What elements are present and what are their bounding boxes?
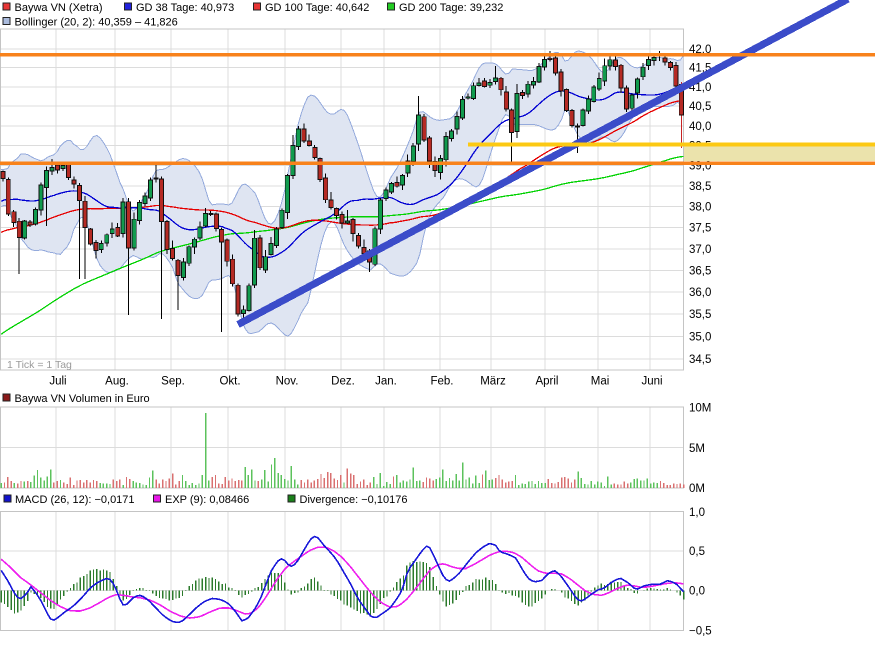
svg-text:−0,5: −0,5 [689, 625, 712, 637]
svg-text:Baywa VN (Xetra): Baywa VN (Xetra) [15, 2, 103, 14]
svg-text:34,5: 34,5 [689, 354, 711, 366]
svg-text:Divergence: −0,10176: Divergence: −0,10176 [300, 494, 408, 506]
svg-text:1 Tick = 1 Tag: 1 Tick = 1 Tag [7, 359, 72, 371]
svg-text:April: April [535, 376, 558, 388]
svg-text:38,5: 38,5 [689, 181, 711, 193]
svg-text:GD 200 Tage: 39,232: GD 200 Tage: 39,232 [399, 2, 503, 14]
svg-text:Juli: Juli [49, 376, 66, 388]
svg-text:0,5: 0,5 [689, 546, 705, 558]
svg-text:35,0: 35,0 [689, 332, 711, 344]
svg-text:Feb.: Feb. [430, 376, 453, 388]
svg-text:37,5: 37,5 [689, 223, 711, 235]
svg-text:MACD (26, 12): −0,0171: MACD (26, 12): −0,0171 [15, 494, 135, 506]
svg-text:GD 38 Tage: 40,973: GD 38 Tage: 40,973 [136, 2, 234, 14]
svg-text:40,0: 40,0 [689, 121, 711, 133]
svg-text:36,0: 36,0 [689, 287, 711, 299]
svg-text:40,5: 40,5 [689, 101, 711, 113]
svg-text:38,0: 38,0 [689, 202, 711, 214]
svg-text:37,0: 37,0 [689, 244, 711, 256]
svg-text:36,5: 36,5 [689, 265, 711, 277]
svg-text:EXP (9): 0,08466: EXP (9): 0,08466 [165, 494, 249, 506]
svg-text:Okt.: Okt. [219, 376, 240, 388]
svg-text:10M: 10M [689, 403, 711, 415]
svg-text:0,0: 0,0 [689, 586, 705, 598]
svg-text:Jan.: Jan. [375, 376, 397, 388]
svg-text:1,0: 1,0 [689, 507, 705, 519]
svg-text:März: März [480, 376, 506, 388]
svg-text:35,5: 35,5 [689, 309, 711, 321]
svg-text:Bollinger (20, 2): 40,359 – 41: Bollinger (20, 2): 40,359 – 41,826 [15, 17, 178, 29]
svg-text:Dez.: Dez. [331, 376, 355, 388]
svg-text:Sep.: Sep. [161, 376, 185, 388]
svg-text:Mai: Mai [591, 376, 610, 388]
svg-text:0M: 0M [689, 483, 705, 495]
svg-text:Baywa VN Volumen in Euro: Baywa VN Volumen in Euro [15, 393, 150, 405]
svg-text:Aug.: Aug. [105, 376, 129, 388]
svg-text:5M: 5M [689, 443, 705, 455]
svg-text:Nov.: Nov. [276, 376, 299, 388]
svg-text:Juni: Juni [641, 376, 662, 388]
svg-text:GD 100 Tage: 40,642: GD 100 Tage: 40,642 [265, 2, 369, 14]
